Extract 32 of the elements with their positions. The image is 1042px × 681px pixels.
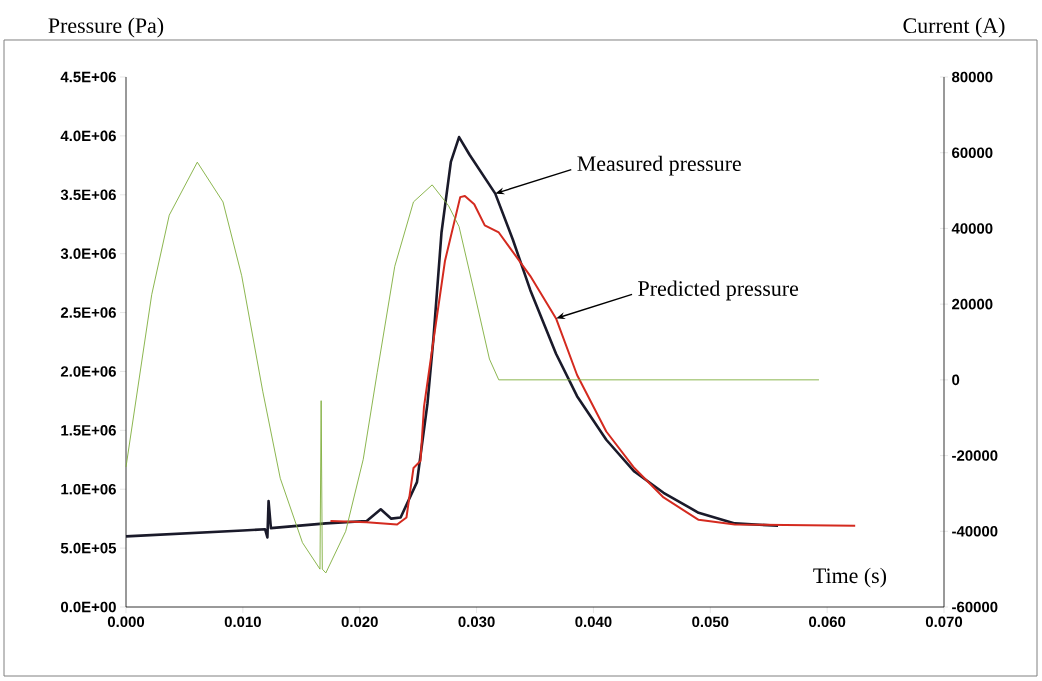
y-axis-title: Pressure (Pa) <box>48 17 164 38</box>
y2-tick-label: 0 <box>952 374 960 386</box>
y2-axis-title: Current (A) <box>903 17 1005 38</box>
annotation: Measured pressure <box>577 155 741 176</box>
x-tick-label: 0.030 <box>458 616 495 628</box>
x-tick-label: 0.050 <box>692 616 729 628</box>
annotation: Predicted pressure <box>638 280 799 301</box>
y2-tick-label: 40000 <box>951 223 993 234</box>
y-tick-label: 2.5E+06 <box>60 307 116 318</box>
y2-tick-label: 20000 <box>952 298 993 310</box>
x-tick-label: 0.040 <box>575 616 612 628</box>
y2-tick-label: 60000 <box>952 147 993 158</box>
y-tick-label: 3.0E+06 <box>60 248 116 259</box>
y2-tick-label: -60000 <box>952 601 998 613</box>
x-tick-label: 0.020 <box>341 616 378 628</box>
y2-tick-label: -20000 <box>952 450 998 461</box>
y-tick-label: 5.0E+05 <box>60 542 117 554</box>
y-tick-label: 0.0E+00 <box>60 601 116 613</box>
line-series <box>329 194 857 527</box>
y2-tick-label: -40000 <box>952 525 998 537</box>
x-axis-title: Time (s) <box>813 567 887 588</box>
y-tick-label: 2.0E+06 <box>60 366 116 377</box>
x-tick-label: 0.060 <box>809 616 846 628</box>
x-tick-label: 0.000 <box>107 616 145 628</box>
y2-tick-label: 80000 <box>951 71 993 83</box>
x-tick-label: 0.010 <box>224 616 261 628</box>
y-tick-label: 1.5E+06 <box>61 425 116 436</box>
y-tick-label: 1.0E+06 <box>61 483 116 495</box>
y-tick-label: 4.0E+06 <box>60 130 116 142</box>
x-tick-label: 0.070 <box>925 616 963 628</box>
y-tick-label: 3.5E+06 <box>60 189 116 201</box>
y-tick-label: 4.5E+06 <box>60 71 116 83</box>
